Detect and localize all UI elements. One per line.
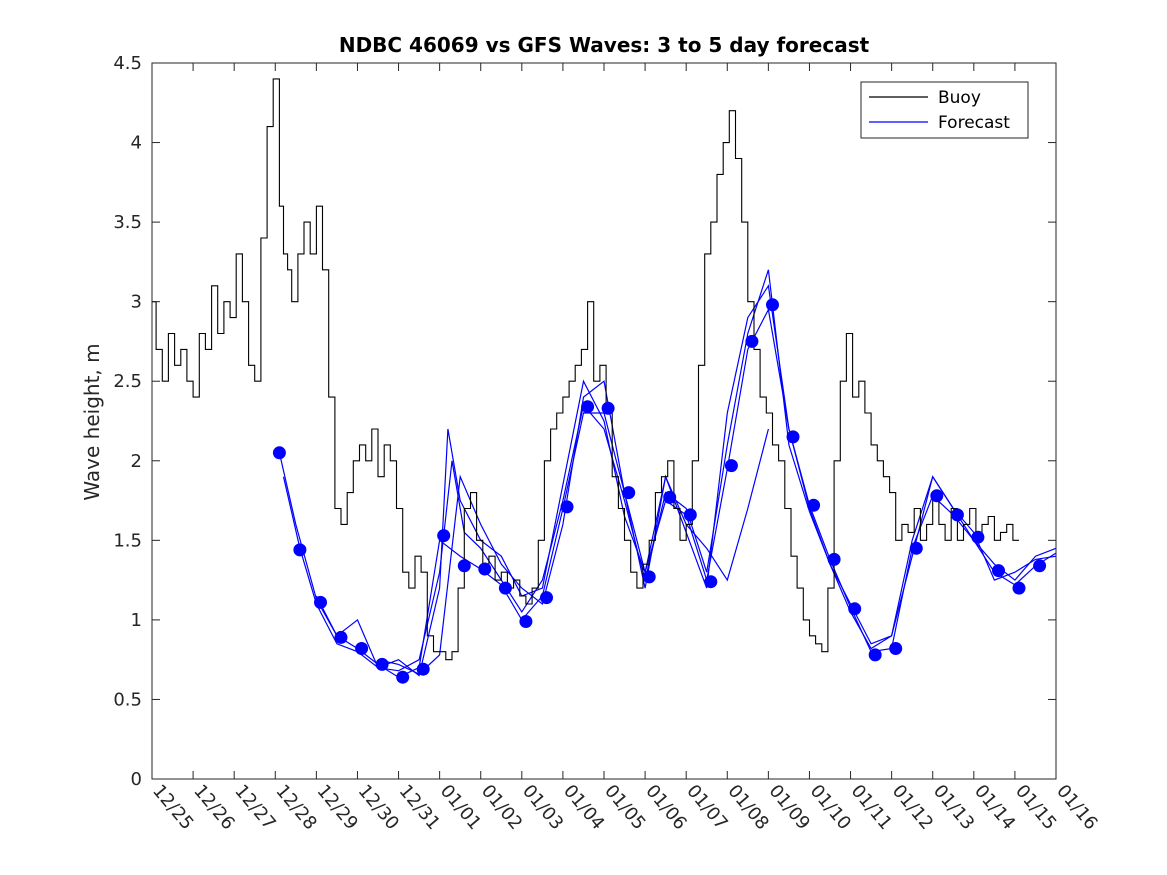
y-tick-label: 1 bbox=[131, 610, 142, 631]
y-tick-label: 2 bbox=[131, 451, 142, 472]
forecast-marker bbox=[437, 529, 451, 543]
legend-box bbox=[860, 81, 1029, 139]
forecast-marker bbox=[293, 543, 307, 557]
chart-title: NDBC 46069 vs GFS Waves: 3 to 5 day fore… bbox=[339, 33, 870, 57]
forecast-marker bbox=[992, 564, 1005, 578]
y-tick-label: 4.5 bbox=[113, 53, 142, 74]
forecast-marker bbox=[848, 602, 862, 616]
series-layer bbox=[152, 78, 1057, 684]
forecast-marker bbox=[519, 615, 533, 628]
forecast-marker bbox=[786, 430, 800, 444]
forecast-marker bbox=[642, 570, 656, 584]
forecast-marker bbox=[560, 500, 574, 514]
forecast-marker bbox=[909, 541, 923, 555]
forecast-marker bbox=[601, 401, 615, 415]
forecast-marker bbox=[1012, 581, 1026, 595]
forecast-marker bbox=[314, 595, 327, 609]
forecast-marker bbox=[498, 581, 512, 595]
legend: Buoy Forecast bbox=[860, 81, 1029, 139]
forecast-marker bbox=[375, 657, 389, 671]
y-tick-label: 0 bbox=[131, 769, 142, 790]
forecast-marker bbox=[827, 552, 841, 566]
forecast-marker bbox=[478, 562, 492, 576]
forecast-marker bbox=[581, 400, 595, 414]
forecast-marker bbox=[355, 642, 369, 655]
legend-label-buoy: Buoy bbox=[938, 88, 981, 108]
y-tick-label: 2.5 bbox=[113, 371, 142, 392]
forecast-marker bbox=[416, 662, 430, 676]
forecast-marker bbox=[457, 559, 471, 573]
forecast-marker bbox=[1033, 559, 1047, 573]
forecast-marker bbox=[724, 459, 738, 473]
legend-label-forecast: Forecast bbox=[938, 113, 1010, 133]
forecast-marker bbox=[272, 446, 286, 460]
forecast-marker bbox=[704, 575, 718, 589]
forecast-marker bbox=[396, 670, 410, 684]
forecast-marker bbox=[868, 648, 882, 662]
forecast-marker bbox=[950, 508, 964, 522]
forecast-marker bbox=[663, 490, 677, 504]
forecast-marker bbox=[807, 498, 821, 512]
y-tick-label: 1.5 bbox=[113, 530, 142, 551]
forecast-marker bbox=[930, 489, 944, 503]
y-axis-label: Wave height, m bbox=[80, 343, 104, 500]
forecast-marker bbox=[745, 334, 759, 348]
forecast-marker bbox=[766, 298, 779, 312]
forecast-line bbox=[377, 380, 769, 675]
forecast-line bbox=[315, 284, 1057, 677]
forecast-marker bbox=[334, 630, 348, 644]
y-tick-label: 3 bbox=[131, 292, 142, 313]
buoy-line bbox=[152, 78, 1019, 661]
forecast-marker bbox=[540, 591, 553, 605]
y-tick-label: 3.5 bbox=[113, 212, 142, 233]
forecast-marker bbox=[889, 642, 903, 655]
forecast-marker bbox=[683, 508, 697, 522]
forecast-marker bbox=[622, 486, 636, 500]
forecast-marker bbox=[971, 530, 985, 544]
y-tick-label: 0.5 bbox=[113, 689, 142, 710]
y-tick-label: 4 bbox=[131, 133, 142, 154]
